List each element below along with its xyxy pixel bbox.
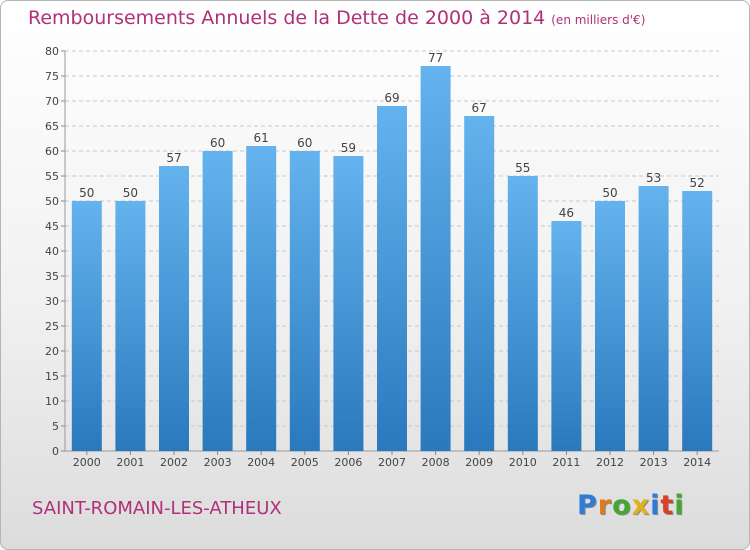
- x-tick-label: 2005: [291, 456, 319, 469]
- x-tick-label: 2006: [334, 456, 362, 469]
- bar-2006: [333, 156, 364, 451]
- logo-letter: i: [674, 490, 685, 521]
- y-tick-label: 25: [45, 320, 59, 333]
- x-tick-label: 2010: [509, 456, 537, 469]
- x-tick-label: 2009: [465, 456, 493, 469]
- labels: 0 5 10 15 20 25 30 35 40 45 50 55 60 65 70 75 80 50 2000 50…: [45, 45, 711, 469]
- y-tick-label: 70: [45, 95, 59, 108]
- bar-2007: [377, 106, 407, 451]
- y-tick-label: 45: [45, 220, 59, 233]
- x-tick-label: 2011: [552, 456, 580, 469]
- bar-2004: [246, 146, 277, 451]
- value-label: 46: [559, 206, 574, 220]
- value-label: 60: [297, 136, 312, 150]
- x-tick-label: 2012: [596, 456, 624, 469]
- bar-2003: [202, 151, 233, 451]
- y-tick-label: 40: [45, 245, 59, 258]
- value-label: 69: [384, 91, 399, 105]
- bar-2010: [507, 176, 538, 451]
- value-label: 67: [472, 101, 487, 115]
- value-label: 59: [341, 141, 356, 155]
- commune-name: SAINT-ROMAIN-LES-ATHEUX: [32, 498, 282, 519]
- bar-2002: [159, 166, 189, 451]
- y-tick-label: 50: [45, 195, 59, 208]
- value-label: 50: [79, 186, 94, 200]
- x-tick-label: 2014: [683, 456, 711, 469]
- logo-letter: x: [631, 490, 651, 521]
- y-tick-label: 5: [52, 420, 59, 433]
- value-label: 61: [254, 131, 269, 145]
- y-tick-label: 15: [45, 370, 59, 383]
- bar-2000: [71, 201, 102, 451]
- x-tick-label: 2003: [204, 456, 232, 469]
- value-label: 53: [646, 171, 661, 185]
- logo-letter: P: [577, 490, 598, 521]
- logo-letter: t: [660, 490, 675, 521]
- y-tick-label: 35: [45, 270, 59, 283]
- x-tick-label: 2013: [640, 456, 668, 469]
- x-tick-label: 2004: [247, 456, 275, 469]
- logo-letter: i: [650, 490, 661, 521]
- x-tick-label: 2007: [378, 456, 406, 469]
- bars: [71, 66, 713, 451]
- y-tick-label: 65: [45, 120, 59, 133]
- y-tick-label: 80: [45, 45, 59, 58]
- y-tick-label: 10: [45, 395, 59, 408]
- x-tick-label: 2000: [73, 456, 101, 469]
- value-label: 60: [210, 136, 225, 150]
- proxiti-logo[interactable]: Proxiti: [577, 490, 685, 521]
- bar-2013: [638, 186, 669, 451]
- bar-2014: [682, 191, 713, 451]
- y-tick-label: 60: [45, 145, 59, 158]
- value-label: 50: [123, 186, 138, 200]
- y-tick-label: 30: [45, 295, 59, 308]
- bar-2005: [289, 151, 320, 451]
- chart-subtitle: (en milliers d'€): [551, 13, 646, 27]
- value-label: 77: [428, 51, 443, 65]
- y-tick-label: 75: [45, 70, 59, 83]
- x-tick-label: 2002: [160, 456, 188, 469]
- value-label: 52: [690, 176, 705, 190]
- bar-2001: [115, 201, 146, 451]
- bar-2012: [595, 201, 625, 451]
- value-label: 50: [602, 186, 617, 200]
- value-label: 57: [166, 151, 181, 165]
- logo-letter: o: [612, 490, 632, 521]
- chart-title: Remboursements Annuels de la Dette de 20…: [28, 7, 645, 29]
- y-tick-label: 20: [45, 345, 59, 358]
- logo-letter: r: [597, 490, 613, 521]
- bar-2008: [420, 66, 451, 451]
- value-label: 55: [515, 161, 530, 175]
- bar-2011: [551, 221, 582, 451]
- x-tick-label: 2001: [116, 456, 144, 469]
- y-tick-label: 0: [52, 445, 59, 458]
- y-tick-label: 55: [45, 170, 59, 183]
- bar-2009: [464, 116, 495, 451]
- x-tick-label: 2008: [422, 456, 450, 469]
- title-text: Remboursements Annuels de la Dette de 20…: [28, 7, 546, 29]
